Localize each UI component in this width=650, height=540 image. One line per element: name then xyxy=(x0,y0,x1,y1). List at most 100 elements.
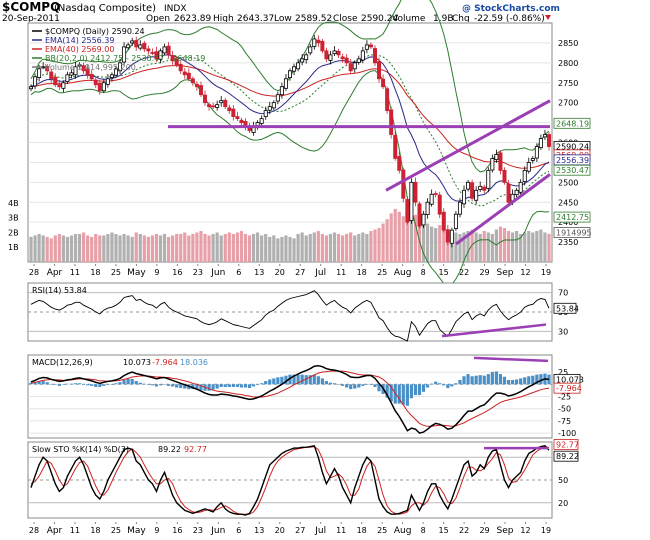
candle xyxy=(28,86,33,90)
volume-bar xyxy=(498,226,503,262)
down-arrow-icon xyxy=(545,15,551,20)
macd-histogram-bar xyxy=(33,382,37,385)
volume-bar xyxy=(130,236,134,262)
rsi-line xyxy=(30,290,550,342)
candle xyxy=(158,50,163,60)
x-tick-label: 11 xyxy=(336,268,346,277)
candle xyxy=(377,61,382,80)
macd-histogram-bar xyxy=(535,374,539,385)
candle xyxy=(97,82,102,92)
volume-bar xyxy=(171,235,175,262)
x-tick-label: 19 xyxy=(541,268,551,277)
candle xyxy=(364,44,369,50)
x-tick-label: 22 xyxy=(459,268,469,277)
volume-bar xyxy=(86,235,90,262)
candle xyxy=(49,71,54,80)
volume-bar xyxy=(502,228,507,262)
macd-histogram-bar xyxy=(171,384,175,387)
macd-histogram-bar xyxy=(531,375,535,385)
price-panel: 2350240024502500255026002650270027502800… xyxy=(8,0,592,288)
legend-item: Volume 1,914,995,200 xyxy=(45,63,136,72)
candle xyxy=(534,146,539,159)
candle xyxy=(65,74,70,82)
candle xyxy=(267,106,272,111)
price-tick-label: 2850 xyxy=(558,39,578,48)
macd-histogram-bar xyxy=(353,384,357,389)
volume-bar xyxy=(486,232,490,262)
candle xyxy=(118,62,123,72)
volume-bar xyxy=(345,233,349,262)
macd-histogram-bar xyxy=(118,382,122,385)
candle xyxy=(263,110,268,118)
volume-bar xyxy=(292,238,296,262)
volume-bar xyxy=(349,232,353,262)
candle xyxy=(198,85,203,96)
candle xyxy=(207,104,212,108)
x-tick-label: May xyxy=(127,526,146,536)
price-tick-label: 2700 xyxy=(558,99,578,108)
volume-bar xyxy=(114,233,118,262)
volume-value: 1.9B xyxy=(433,14,454,22)
macd-histogram-bar xyxy=(300,374,304,385)
candle xyxy=(69,72,74,76)
volume-bar xyxy=(357,233,361,262)
macd-histogram-bar xyxy=(539,374,543,385)
candle xyxy=(328,54,333,61)
volume-bar xyxy=(235,232,239,262)
candle xyxy=(203,94,208,104)
volume-bar xyxy=(53,235,57,262)
candle xyxy=(93,79,98,86)
price-label-text: 2530.47 xyxy=(556,166,589,175)
volume-bar xyxy=(162,233,167,262)
volume-bar xyxy=(106,233,110,262)
candle xyxy=(312,38,317,47)
macd-histogram-bar xyxy=(361,384,365,386)
sto-label-box xyxy=(553,439,579,450)
candle xyxy=(320,40,325,52)
macd-histogram-bar xyxy=(506,379,511,385)
x-tick-label: 6 xyxy=(236,526,241,535)
candle xyxy=(190,78,195,84)
date-text: 20-Sep-2011 xyxy=(2,14,60,22)
macd-histogram-bar xyxy=(158,384,163,386)
volume-bar xyxy=(405,210,409,262)
macd-histogram-bar xyxy=(405,384,409,406)
macd-histogram-bar xyxy=(175,384,179,388)
candle xyxy=(457,201,462,215)
symbol-text: $COMPQ xyxy=(2,0,60,14)
candle xyxy=(486,169,491,189)
price-label-text: 2556.39 xyxy=(556,156,589,165)
x-tick-label: 19 xyxy=(541,526,551,535)
volume-bar xyxy=(304,235,308,262)
x-axis-bottom: 28 Apr 11 18 25 May 9 16 23 Jun 6 13 20 27 Jul 11 18 25 Au… xyxy=(29,522,551,536)
macd-label-text: 10.073 xyxy=(556,375,584,384)
index-name-text: (Nasdaq Composite) xyxy=(54,3,156,14)
macd-histogram-bar xyxy=(474,375,478,385)
candle xyxy=(279,86,284,96)
x-tick-label: 28 xyxy=(29,526,39,535)
volume-bar xyxy=(446,229,450,262)
sto-label-text: 89.22 xyxy=(556,452,579,461)
volume-bar xyxy=(260,235,264,262)
candle xyxy=(53,76,58,86)
rsi-trendline xyxy=(441,323,547,338)
candle xyxy=(174,58,179,66)
x-tick-label: 13 xyxy=(254,526,264,535)
volume-bar xyxy=(482,231,486,262)
volume-bar xyxy=(94,233,98,262)
volume-bar xyxy=(458,233,462,262)
volume-bar xyxy=(409,219,414,262)
macd-tick-label: -25 xyxy=(558,393,571,402)
macd-histogram-bar xyxy=(90,384,94,386)
macd-histogram-bar xyxy=(276,377,280,385)
macd-histogram-bar xyxy=(434,381,438,385)
rsi-tick-label: 70 xyxy=(558,289,568,298)
candle xyxy=(296,62,301,70)
candle xyxy=(275,94,280,102)
macd-histogram-bar xyxy=(69,383,74,385)
volume-bar xyxy=(239,231,244,262)
macd-histogram-bar xyxy=(454,383,458,385)
volume-bar xyxy=(223,233,227,262)
price-label-box xyxy=(553,164,591,176)
macd-histogram-bar xyxy=(215,384,219,389)
